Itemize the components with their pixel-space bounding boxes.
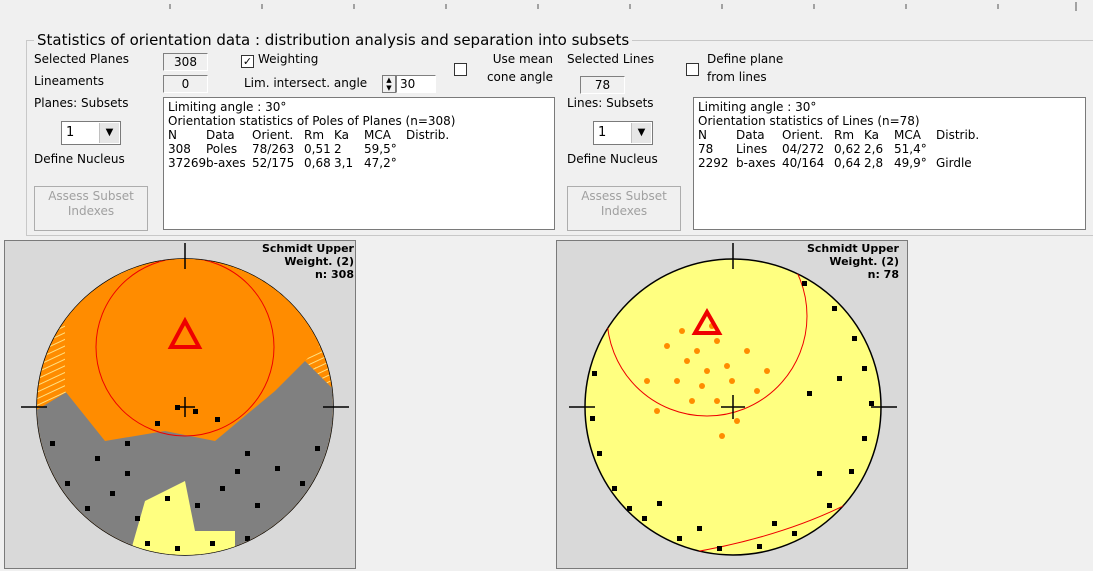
planes-subset-select[interactable]: 1 ▼: [61, 121, 121, 145]
top-ruler-strip: [169, 2, 1077, 11]
line-points: [590, 281, 874, 551]
col-distrib: Distrib.: [406, 128, 450, 142]
planes-limit-line: Limiting angle : 30°: [168, 100, 287, 114]
col-mca: MCA: [364, 128, 391, 142]
col-data: Data: [206, 128, 235, 142]
group-title: Statistics of orientation data : distrib…: [34, 31, 633, 49]
use-mean-label: Use mean: [492, 52, 553, 66]
planes-subset-value: 1: [66, 125, 75, 140]
lines-stereonet-svg: [569, 243, 897, 556]
col-rm: Rm: [304, 128, 325, 142]
col-n: N: [168, 128, 177, 142]
lineaments-label: Lineaments: [34, 74, 104, 88]
define-nucleus-planes[interactable]: Define Nucleus: [34, 152, 125, 166]
cone-angle-label: cone angle: [486, 70, 553, 84]
line-density-points: [644, 323, 770, 439]
chevron-down-icon[interactable]: ▼: [99, 123, 119, 143]
selected-lines-label: Selected Lines: [567, 52, 655, 66]
lim-angle-input[interactable]: 30: [396, 75, 436, 93]
define-plane-label: Define plane: [707, 52, 784, 66]
assess-button-label: Assess Subset Indexes: [48, 189, 134, 218]
table-row: 78 Lines 04/272 0,62 2,6 51,4°: [698, 142, 927, 156]
lim-intersect-angle-label: Lim. intersect. angle: [244, 76, 368, 90]
lines-subset-value: 1: [598, 125, 607, 140]
planes-stereonet-plot[interactable]: Schmidt Upper Weight. (2) n: 308: [4, 240, 356, 569]
assess-subset-indexes-button-lines[interactable]: Assess Subset Indexes: [567, 186, 681, 231]
table-row: 2292 b-axes 40/164 0,64 2,8 49,9° Girdle: [698, 156, 972, 170]
from-lines-label: from lines: [707, 70, 767, 84]
assess-subset-indexes-button-planes[interactable]: Assess Subset Indexes: [34, 186, 148, 231]
lines-limit-line: Limiting angle : 30°: [698, 100, 817, 114]
use-mean-cone-angle-checkbox[interactable]: [454, 63, 467, 76]
weighting-label: Weighting: [258, 52, 319, 66]
selected-planes-label: Selected Planes: [34, 52, 129, 66]
lines-stereonet-plot[interactable]: Schmidt Upper Weight. (2) n: 78: [556, 240, 908, 569]
lines-subsets-label: Lines: Subsets: [567, 96, 654, 110]
col-orient: Orient.: [252, 128, 294, 142]
lines-stats-header: N Data Orient. Rm Ka MCA Distrib.: [698, 128, 980, 142]
planes-subsets-label: Planes: Subsets: [34, 96, 129, 110]
lines-stats-title: Orientation statistics of Lines (n=78): [698, 114, 920, 128]
define-plane-checkbox[interactable]: [686, 63, 699, 76]
table-row: 37269 b-axes 52/175 0,68 3,1 47,2°: [168, 156, 397, 170]
lines-stats-textbox[interactable]: Limiting angle : 30° Orientation statist…: [693, 97, 1086, 230]
selected-lines-count: 78: [580, 76, 625, 94]
chevron-down-icon[interactable]: ▼: [631, 123, 651, 143]
lineaments-count: 0: [163, 75, 208, 93]
lim-angle-spinner[interactable]: ▲ ▼: [382, 75, 396, 93]
assess-button-label: Assess Subset Indexes: [581, 189, 667, 218]
lines-subset-select[interactable]: 1 ▼: [593, 121, 653, 145]
planes-plot-legend: Schmidt Upper Weight. (2) n: 308: [261, 242, 354, 281]
planes-stats-textbox[interactable]: Limiting angle : 30° Orientation statist…: [163, 97, 555, 230]
planes-stats-header: N Data Orient. Rm Ka MCA Distrib.: [168, 128, 550, 142]
weighting-checkbox[interactable]: ✓: [241, 55, 254, 68]
define-nucleus-lines[interactable]: Define Nucleus: [567, 152, 658, 166]
planes-stereonet-svg: [21, 243, 349, 556]
lines-plot-legend: Schmidt Upper Weight. (2) n: 78: [806, 242, 899, 281]
table-row: 308 Poles 78/263 0,51 2 59,5°: [168, 142, 397, 156]
selected-planes-count: 308: [163, 53, 208, 71]
col-ka: Ka: [334, 128, 350, 142]
planes-stats-title: Orientation statistics of Poles of Plane…: [168, 114, 456, 128]
